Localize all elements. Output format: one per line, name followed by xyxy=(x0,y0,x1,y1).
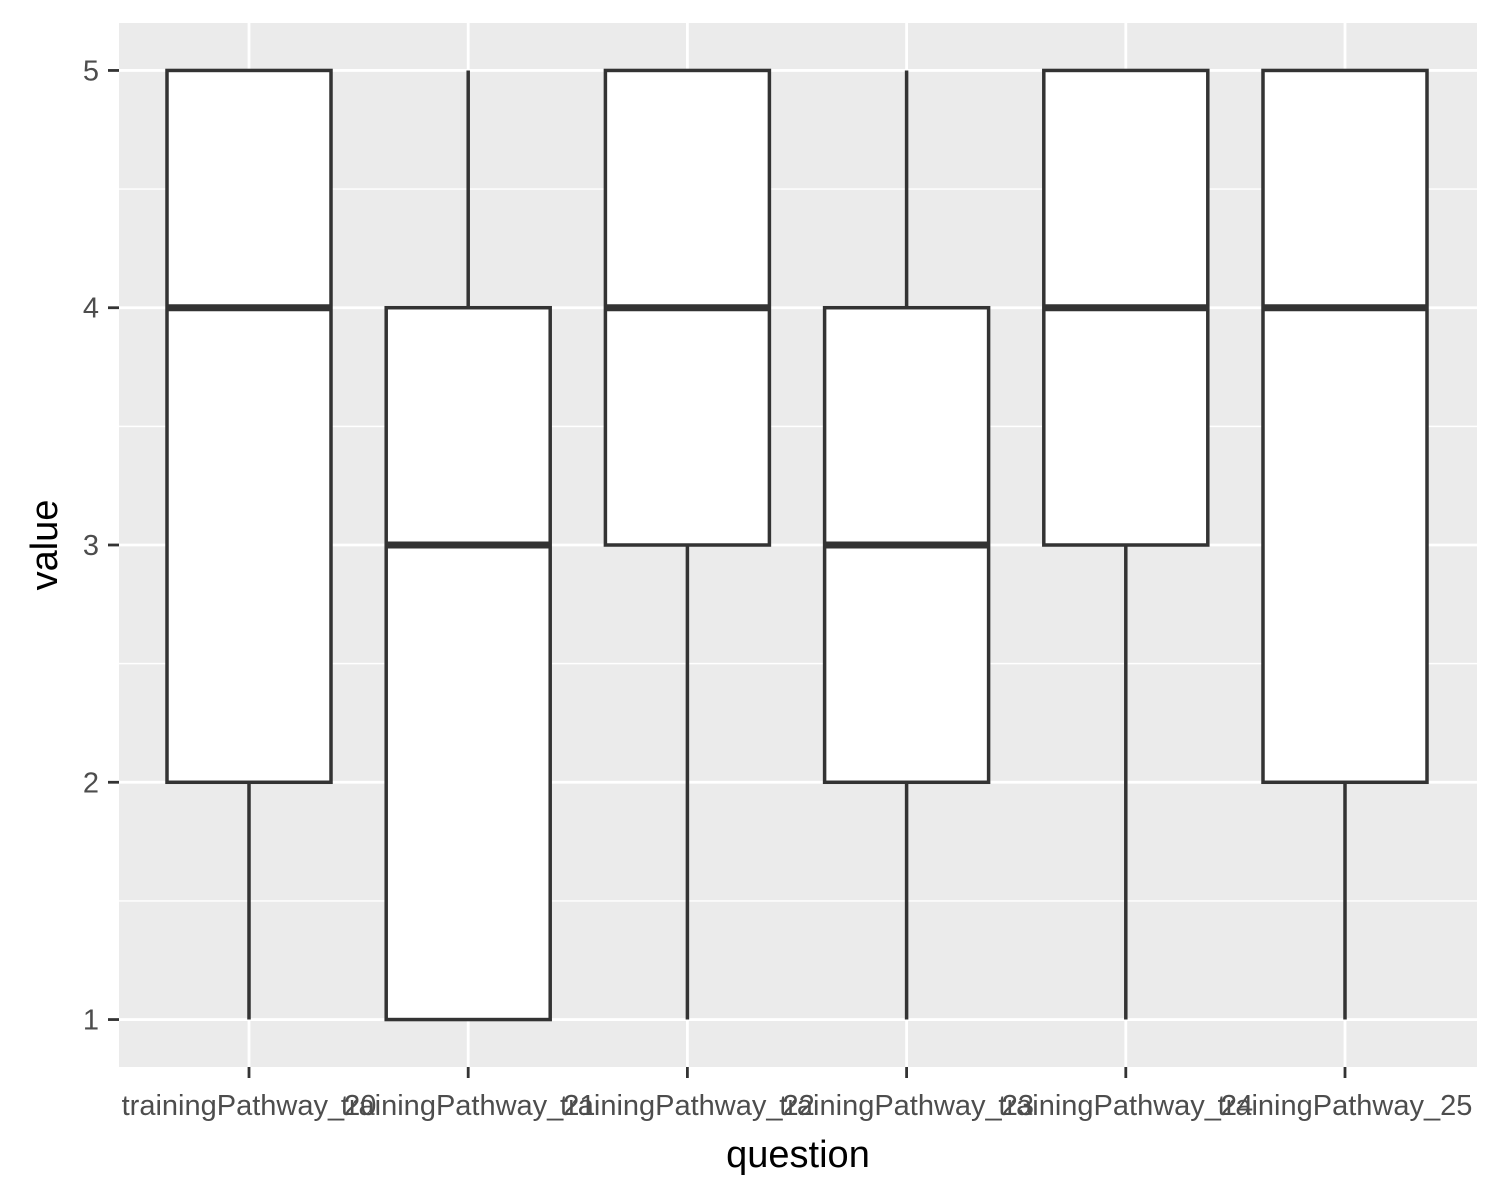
y-axis: 1 2 3 4 5 xyxy=(83,55,119,1037)
y-tick-label: 2 xyxy=(83,767,99,799)
y-tick-label: 4 xyxy=(83,293,99,325)
y-tick-label: 5 xyxy=(83,55,99,87)
box-trainingPathway_20 xyxy=(165,68,333,1020)
x-axis-title: question xyxy=(726,1134,870,1176)
y-tick-label: 3 xyxy=(83,530,99,562)
box-rect xyxy=(165,68,333,785)
x-tick-label: trainingPathway_24 xyxy=(998,1090,1253,1122)
box-trainingPathway_24 xyxy=(1042,68,1210,1020)
box-rect xyxy=(384,305,552,1022)
box-series xyxy=(165,68,1429,1022)
x-tick-label: trainingPathway_25 xyxy=(1218,1090,1473,1122)
x-tick-label: trainingPathway_21 xyxy=(341,1090,596,1122)
box-trainingPathway_21 xyxy=(384,70,552,1022)
x-axis: trainingPathway_20trainingPathway_21trai… xyxy=(122,1067,1473,1122)
box-trainingPathway_23 xyxy=(822,70,991,1020)
box-trainingPathway_25 xyxy=(1261,68,1429,1020)
y-tick-label: 1 xyxy=(83,1005,99,1037)
minor-gridlines xyxy=(119,188,1477,902)
box-trainingPathway_22 xyxy=(603,68,772,1020)
x-tick-label: trainingPathway_20 xyxy=(122,1090,377,1122)
x-tick-label: trainingPathway_23 xyxy=(779,1090,1034,1122)
y-axis-title: value xyxy=(24,500,66,591)
box-rect xyxy=(1261,68,1429,785)
x-tick-label: trainingPathway_22 xyxy=(560,1090,815,1122)
